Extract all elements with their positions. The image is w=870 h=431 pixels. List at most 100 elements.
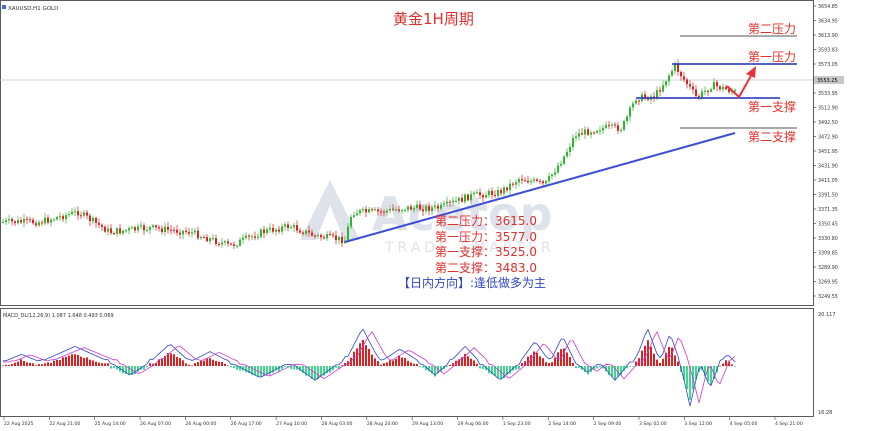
macd-bar bbox=[719, 365, 721, 367]
candle-body bbox=[602, 127, 604, 131]
macd-bar bbox=[425, 366, 427, 371]
macd-bar bbox=[584, 366, 586, 372]
price-tick-label: 3330.80 bbox=[818, 236, 838, 242]
candle-body bbox=[707, 90, 709, 92]
symbol-icon bbox=[2, 5, 6, 9]
macd-bar bbox=[185, 363, 187, 366]
candle-body bbox=[119, 228, 121, 234]
main-pane-border bbox=[0, 0, 814, 306]
candle-body bbox=[41, 222, 43, 224]
macd-bar bbox=[47, 362, 49, 366]
candle-body bbox=[596, 130, 598, 133]
candle-body bbox=[671, 70, 673, 76]
macd-bar bbox=[506, 366, 508, 376]
candle-body bbox=[230, 243, 232, 245]
macd-bar bbox=[302, 366, 304, 374]
macd-label: MACD_DL(12,26,9) 1.087 1.648 0.493 0.069 bbox=[3, 313, 114, 319]
macd-bar bbox=[545, 362, 547, 366]
candle-body bbox=[434, 205, 436, 208]
macd-bar bbox=[65, 356, 67, 366]
candle-body bbox=[359, 210, 361, 214]
candle-body bbox=[80, 215, 82, 217]
candle-body bbox=[251, 236, 253, 238]
macd-bar bbox=[191, 365, 193, 367]
info-line-4: 第二支撑：3483.0 bbox=[435, 260, 537, 275]
macd-bar bbox=[80, 356, 82, 366]
macd-bar bbox=[371, 354, 373, 366]
candle-body bbox=[572, 137, 574, 148]
macd-bar bbox=[641, 350, 643, 366]
candle-body bbox=[101, 224, 103, 227]
macd-bar bbox=[449, 365, 451, 366]
candle-body bbox=[269, 227, 271, 230]
macd-bar bbox=[305, 366, 307, 376]
trend-line[interactable] bbox=[344, 132, 736, 243]
macd-bar bbox=[593, 366, 595, 370]
price-tick-label: 3391.50 bbox=[818, 193, 838, 199]
candle-body bbox=[443, 203, 445, 205]
candle-body bbox=[410, 206, 412, 210]
candle-body bbox=[11, 219, 13, 222]
candle-body bbox=[539, 180, 541, 182]
candle-body bbox=[581, 133, 583, 135]
chart-title: 黄金1H周期 bbox=[393, 10, 474, 28]
candle-body bbox=[8, 219, 10, 221]
candle-body bbox=[239, 239, 241, 246]
macd-bar bbox=[713, 366, 715, 379]
candle-body bbox=[2, 221, 4, 223]
macd-bar bbox=[14, 362, 16, 366]
candle-body bbox=[296, 225, 298, 231]
macd-bar bbox=[650, 346, 652, 366]
candle-body bbox=[695, 89, 697, 96]
candle-body bbox=[716, 82, 718, 87]
candle-body bbox=[287, 224, 289, 229]
candle-body bbox=[17, 220, 19, 224]
macd-bar bbox=[113, 366, 115, 369]
label-s2: 第二支撑 bbox=[748, 129, 796, 144]
price-axis: 3654.853634.953613.903593.833573.053555.… bbox=[813, 4, 838, 300]
price-tick-label: 3431.90 bbox=[818, 164, 838, 170]
time-axis: 22 Aug 2025 22 Aug 21:00 25 Aug 14:00 26 Au… bbox=[3, 417, 803, 427]
candle-body bbox=[674, 63, 676, 71]
macd-bar bbox=[311, 366, 313, 379]
candle-body bbox=[98, 222, 100, 225]
candle-body bbox=[467, 194, 469, 201]
macd-bar bbox=[131, 366, 133, 375]
candle-body bbox=[692, 86, 694, 90]
candle-body bbox=[512, 183, 514, 185]
candle-body bbox=[440, 204, 442, 209]
candle-body bbox=[536, 179, 538, 181]
time-tick-label: 26 Aug 07:00 bbox=[140, 421, 171, 427]
price-tick-label: 3309.85 bbox=[818, 251, 838, 257]
macd-bar bbox=[629, 366, 631, 367]
macd-bar bbox=[458, 359, 460, 366]
candle-body bbox=[224, 241, 226, 243]
macd-bar bbox=[401, 357, 403, 366]
candle-body bbox=[458, 197, 460, 201]
macd-bar bbox=[71, 354, 73, 366]
macd-bar bbox=[230, 366, 232, 368]
candle-body bbox=[203, 237, 205, 239]
price-tick-label: 3289.90 bbox=[818, 265, 838, 271]
candle-body bbox=[683, 76, 685, 80]
candle-body bbox=[362, 208, 364, 211]
price-tick-label: 3269.95 bbox=[818, 280, 838, 286]
candle-body bbox=[257, 236, 259, 238]
macd-bar bbox=[488, 366, 490, 374]
time-tick-label: 27 Aug 10:00 bbox=[276, 421, 307, 427]
candle-body bbox=[701, 91, 703, 98]
candle-body bbox=[416, 204, 418, 208]
candle-body bbox=[656, 90, 658, 98]
macd-bar bbox=[728, 361, 730, 366]
macd-bar bbox=[539, 356, 541, 366]
candle-body bbox=[725, 86, 727, 90]
candle-body bbox=[485, 195, 487, 198]
macd-bar bbox=[518, 366, 520, 369]
macd-bar bbox=[383, 363, 385, 366]
time-tick-label: 22 Aug 21:00 bbox=[49, 421, 80, 427]
macd-bar bbox=[98, 362, 100, 366]
macd-bar bbox=[386, 362, 388, 366]
candle-body bbox=[86, 212, 88, 216]
candle-body bbox=[722, 86, 724, 90]
